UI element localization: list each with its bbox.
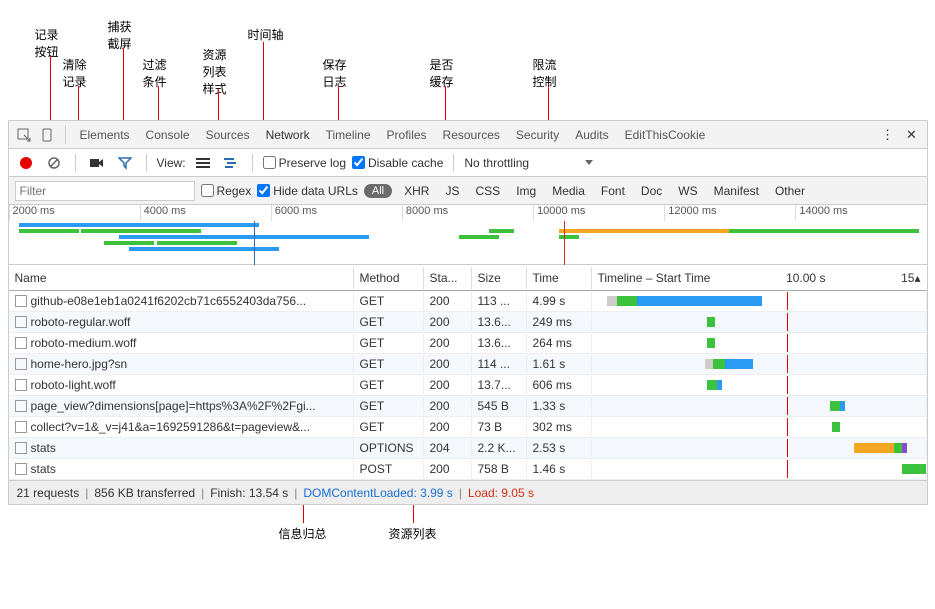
record-button[interactable] bbox=[15, 152, 37, 174]
annotation-label: 时间轴 bbox=[248, 26, 284, 43]
table-row[interactable]: roboto-medium.woffGET20013.6...264 ms bbox=[9, 333, 927, 354]
col-name[interactable]: Name bbox=[9, 267, 354, 289]
status-bar: 21 requests| 856 KB transferred| Finish:… bbox=[9, 480, 927, 504]
tab-resources[interactable]: Resources bbox=[435, 124, 508, 146]
col-size[interactable]: Size bbox=[472, 267, 527, 289]
tab-timeline[interactable]: Timeline bbox=[318, 124, 379, 146]
preserve-log-checkbox[interactable]: Preserve log bbox=[263, 156, 346, 170]
request-table: github-e08e1eb1a0241f6202cb71c6552403da7… bbox=[9, 291, 927, 480]
timeline-overview[interactable]: 2000 ms4000 ms6000 ms8000 ms10000 ms1200… bbox=[9, 205, 927, 265]
table-row[interactable]: home-hero.jpg?snGET200114 ...1.61 s bbox=[9, 354, 927, 375]
annotation-label: 限流 控制 bbox=[533, 56, 557, 90]
col-timeline[interactable]: Timeline – Start Time 10.00 s 15▴ bbox=[592, 267, 927, 289]
throttling-select[interactable]: No throttling bbox=[464, 156, 529, 170]
file-icon bbox=[15, 358, 27, 370]
tab-security[interactable]: Security bbox=[508, 124, 567, 146]
filter-bar: Regex Hide data URLs All XHR JS CSS Img Media… bbox=[9, 177, 927, 205]
col-status[interactable]: Sta... bbox=[424, 267, 472, 289]
throttling-dropdown-icon[interactable] bbox=[585, 160, 593, 165]
file-icon bbox=[15, 463, 27, 475]
tab-editthiscookie[interactable]: EditThisCookie bbox=[617, 124, 714, 146]
more-icon[interactable]: ⋮ bbox=[877, 124, 899, 146]
view-frame-icon[interactable] bbox=[220, 152, 242, 174]
annotation-label: 记录 按钮 bbox=[35, 26, 59, 60]
annotation-label: 信息归总 bbox=[279, 525, 327, 542]
tab-console[interactable]: Console bbox=[138, 124, 198, 146]
file-icon bbox=[15, 379, 27, 391]
file-icon bbox=[15, 337, 27, 349]
view-list-icon[interactable] bbox=[192, 152, 214, 174]
tab-audits[interactable]: Audits bbox=[567, 124, 616, 146]
annotation-label: 过滤 条件 bbox=[143, 56, 167, 90]
view-label: View: bbox=[157, 156, 186, 170]
table-row[interactable]: statsPOST200758 B1.46 s bbox=[9, 459, 927, 480]
table-row[interactable]: statsOPTIONS2042.2 K...2.53 s bbox=[9, 438, 927, 459]
annotation-label: 是否 缓存 bbox=[430, 56, 454, 90]
file-icon bbox=[15, 442, 27, 454]
tab-bar: ElementsConsoleSourcesNetworkTimelinePro… bbox=[9, 121, 927, 149]
load-time: Load: 9.05 s bbox=[468, 486, 534, 500]
device-icon[interactable] bbox=[37, 124, 59, 146]
filter-type-all[interactable]: All bbox=[364, 184, 392, 198]
file-icon bbox=[15, 316, 27, 328]
filter-type-css[interactable]: CSS bbox=[472, 182, 505, 200]
filter-icon[interactable] bbox=[114, 152, 136, 174]
annotation-label: 资源 列表 样式 bbox=[203, 46, 227, 97]
camera-icon[interactable] bbox=[86, 152, 108, 174]
col-method[interactable]: Method bbox=[354, 267, 424, 289]
network-toolbar: View: Preserve log Disable cache No thro… bbox=[9, 149, 927, 177]
filter-input[interactable] bbox=[15, 181, 195, 201]
file-icon bbox=[15, 295, 27, 307]
tab-elements[interactable]: Elements bbox=[72, 124, 138, 146]
tab-network[interactable]: Network bbox=[258, 124, 318, 146]
filter-type-font[interactable]: Font bbox=[597, 182, 629, 200]
filter-type-js[interactable]: JS bbox=[441, 182, 463, 200]
filter-type-doc[interactable]: Doc bbox=[637, 182, 666, 200]
table-row[interactable]: github-e08e1eb1a0241f6202cb71c6552403da7… bbox=[9, 291, 927, 312]
file-icon bbox=[15, 400, 27, 412]
disable-cache-checkbox[interactable]: Disable cache bbox=[352, 156, 443, 170]
close-icon[interactable]: ✕ bbox=[901, 124, 923, 146]
clear-button[interactable] bbox=[43, 152, 65, 174]
domcontentloaded-time: DOMContentLoaded: 3.99 s bbox=[303, 486, 452, 500]
filter-type-manifest[interactable]: Manifest bbox=[710, 182, 763, 200]
filter-type-ws[interactable]: WS bbox=[674, 182, 701, 200]
filter-type-xhr[interactable]: XHR bbox=[400, 182, 433, 200]
annotation-label: 清除 记录 bbox=[63, 56, 87, 90]
regex-checkbox[interactable]: Regex bbox=[201, 184, 252, 198]
transferred-size: 856 KB transferred bbox=[94, 486, 195, 500]
hide-data-urls-checkbox[interactable]: Hide data URLs bbox=[257, 184, 358, 198]
table-header: Name Method Sta... Size Time Timeline – … bbox=[9, 265, 927, 291]
annotation-label: 资源列表 bbox=[389, 525, 437, 542]
filter-type-img[interactable]: Img bbox=[512, 182, 540, 200]
table-row[interactable]: page_view?dimensions[page]=https%3A%2F%2… bbox=[9, 396, 927, 417]
file-icon bbox=[15, 421, 27, 433]
annotation-label: 保存 日志 bbox=[323, 56, 347, 90]
annotation-label: 捕获 截屏 bbox=[108, 18, 132, 52]
table-row[interactable]: roboto-regular.woffGET20013.6...249 ms bbox=[9, 312, 927, 333]
inspect-icon[interactable] bbox=[13, 124, 35, 146]
tab-profiles[interactable]: Profiles bbox=[379, 124, 435, 146]
filter-type-media[interactable]: Media bbox=[548, 182, 589, 200]
table-row[interactable]: roboto-light.woffGET20013.7...606 ms bbox=[9, 375, 927, 396]
requests-count: 21 requests bbox=[17, 486, 80, 500]
tab-sources[interactable]: Sources bbox=[198, 124, 258, 146]
filter-type-other[interactable]: Other bbox=[771, 182, 809, 200]
table-row[interactable]: collect?v=1&_v=j41&a=1692591286&t=pagevi… bbox=[9, 417, 927, 438]
devtools-panel: ElementsConsoleSourcesNetworkTimelinePro… bbox=[8, 120, 928, 505]
finish-time: Finish: 13.54 s bbox=[210, 486, 288, 500]
col-time[interactable]: Time bbox=[527, 267, 592, 289]
